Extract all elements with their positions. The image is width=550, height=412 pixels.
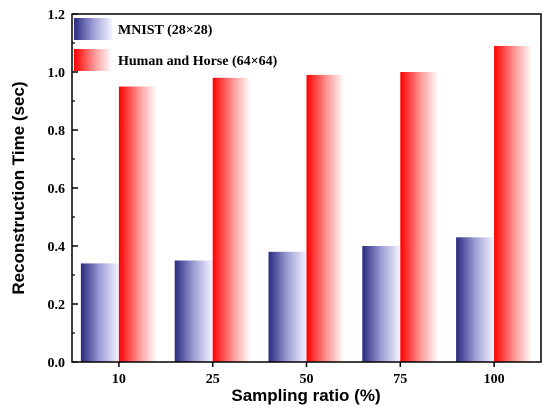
y-tick-label: 0.8 [48, 124, 66, 139]
y-tick-label: 0.0 [48, 356, 66, 371]
x-axis-title: Sampling ratio (%) [231, 386, 380, 405]
bar-series1-50 [268, 251, 307, 362]
y-axis-title: Reconstruction Time (sec) [9, 81, 28, 294]
legend-label-series1: MNIST (28×28) [118, 23, 213, 38]
x-axis: 10 25 50 75 100 [112, 362, 505, 387]
x-tick-label-100: 100 [484, 372, 505, 387]
bars-group [80, 45, 533, 363]
y-tick-label: 1.2 [48, 8, 66, 23]
bar-series1-25 [174, 260, 213, 362]
legend-label-series2: Human and Horse (64×64) [118, 54, 278, 69]
bar-series2-50 [306, 74, 345, 363]
y-tick-label: 0.2 [48, 298, 66, 313]
y-tick-label: 0.6 [48, 182, 66, 197]
x-tick-label-10: 10 [112, 372, 126, 387]
x-tick-label-75: 75 [393, 372, 407, 387]
bar-series2-10 [118, 86, 157, 362]
y-tick-label: 1.0 [48, 66, 66, 81]
bar-series1-10 [80, 263, 119, 362]
bar-series2-75 [400, 72, 439, 362]
bar-series2-25 [212, 77, 251, 363]
x-tick-label-25: 25 [206, 372, 220, 387]
bar-series2-100 [494, 45, 533, 363]
y-axis: 0.0 0.2 0.4 0.6 0.8 1.0 1.2 [48, 8, 78, 371]
x-tick-label-50: 50 [300, 372, 314, 387]
bar-series1-75 [362, 246, 401, 362]
legend: MNIST (28×28) Human and Horse (64×64) [74, 18, 278, 71]
bar-series1-100 [456, 237, 495, 362]
legend-swatch-series2 [74, 49, 112, 71]
legend-swatch-series1 [74, 18, 112, 40]
y-tick-label: 0.4 [48, 240, 66, 255]
